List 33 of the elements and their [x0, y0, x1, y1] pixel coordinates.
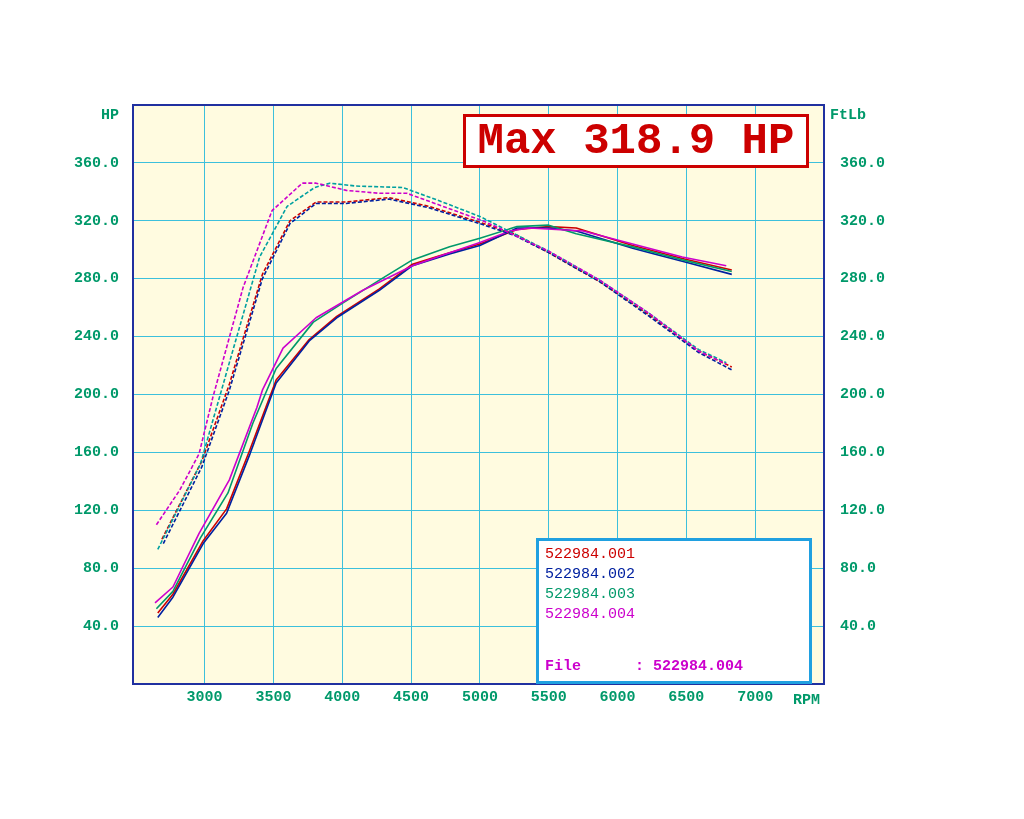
y2-tick-label: 80.0	[840, 559, 877, 577]
x-tick-label: 5000	[461, 688, 498, 706]
x-tick-label: 3000	[186, 688, 223, 706]
y2-tick-label: 40.0	[840, 617, 877, 635]
y-tick-label: 200.0	[73, 386, 119, 404]
y2-tick-label: 200.0	[840, 386, 886, 404]
y2-tick-label: 320.0	[840, 212, 886, 230]
y-tick-label: 240.0	[73, 328, 119, 346]
y-tick-label: 280.0	[73, 270, 119, 288]
x-tick-label: 6000	[599, 688, 636, 706]
y-tick-label: 320.0	[73, 212, 119, 230]
y2-tick-label: 240.0	[840, 328, 886, 346]
x-tick-label: 5500	[530, 688, 567, 706]
x-axis-title: RPM	[792, 691, 820, 709]
y2-tick-label: 120.0	[840, 502, 886, 520]
y-tick-label: 80.0	[82, 559, 119, 577]
legend-panel: 522984.001 522984.002 522984.003 522984.004 File : 522984.004	[536, 538, 812, 684]
y2-tick-label: 160.0	[840, 444, 886, 462]
x-tick-label: 7000	[737, 688, 774, 706]
x-tick-label: 4000	[324, 688, 361, 706]
annotation: Max 318.9 HP	[463, 114, 809, 168]
x-tick-label: 3500	[255, 688, 292, 706]
x-tick-label: 4500	[393, 688, 430, 706]
y2-axis-title: FtLb	[830, 106, 867, 124]
y-tick-label: 120.0	[73, 502, 119, 520]
y2-tick-label: 280.0	[840, 270, 886, 288]
x-tick-label: 6500	[668, 688, 705, 706]
y2-tick-label: 360.0	[840, 154, 886, 172]
y-axis-title: HP	[100, 106, 119, 124]
annotation: File : 522984.004	[545, 658, 744, 675]
y-tick-label: 360.0	[73, 154, 119, 172]
y-tick-label: 160.0	[73, 444, 119, 462]
y-tick-label: 40.0	[82, 617, 119, 635]
